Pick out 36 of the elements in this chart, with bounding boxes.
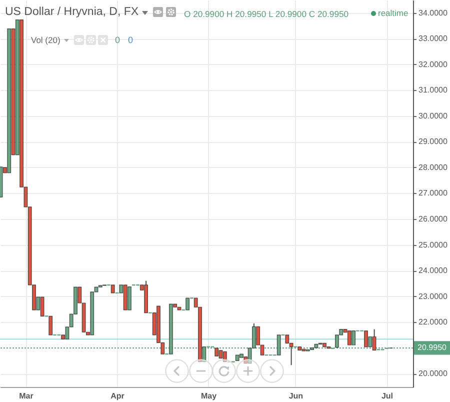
candlestick [372,328,376,351]
text: O 20.9900 H 20.9950 L 20.9900 C 20.9950 [184,8,349,18]
y-tick-label: 33.0000 [418,34,448,44]
x-tick-label: May [201,392,218,400]
x-tick-label: Jul [381,392,394,400]
text: US Dollar / Hryvnia, D, FX [5,6,139,18]
x-tick-label: Jun [288,392,304,400]
candlestick [276,334,281,356]
y-tick-label: 23.0000 [418,292,448,301]
candlestick [347,330,352,346]
y-tick-label: 25.0000 [418,240,448,250]
x-tick-label: Apr [110,392,124,400]
ref-line-label: 20.9950 [418,342,448,352]
y-tick-label: 27.0000 [418,188,448,198]
x-tick-label: Mar [19,392,34,400]
candlestick [364,330,368,348]
y-tick-label: 29.0000 [418,137,448,146]
annotation: Vol (20) [31,35,60,45]
candlestick [48,316,53,336]
annotation: realtime [378,8,408,18]
y-tick-label: 22.0000 [418,318,448,327]
y-tick-label: 24.0000 [418,266,448,276]
candlestick [352,330,356,346]
candlestick [186,298,190,310]
y-tick-label: 30.0000 [418,111,448,120]
candlestick [222,351,227,362]
y-tick-label: 32.0000 [418,60,448,69]
y-tick-label: 20.0000 [418,369,448,378]
y-tick-label: 26.0000 [418,214,448,224]
y-tick-label: 34.0000 [418,8,448,18]
candlestick [128,286,132,310]
candlestick [40,296,44,317]
y-tick-label: 31.0000 [418,86,448,95]
annotation: 0 [115,35,120,45]
y-tick-label: 28.0000 [418,162,448,172]
annotation: 0 [128,35,134,45]
